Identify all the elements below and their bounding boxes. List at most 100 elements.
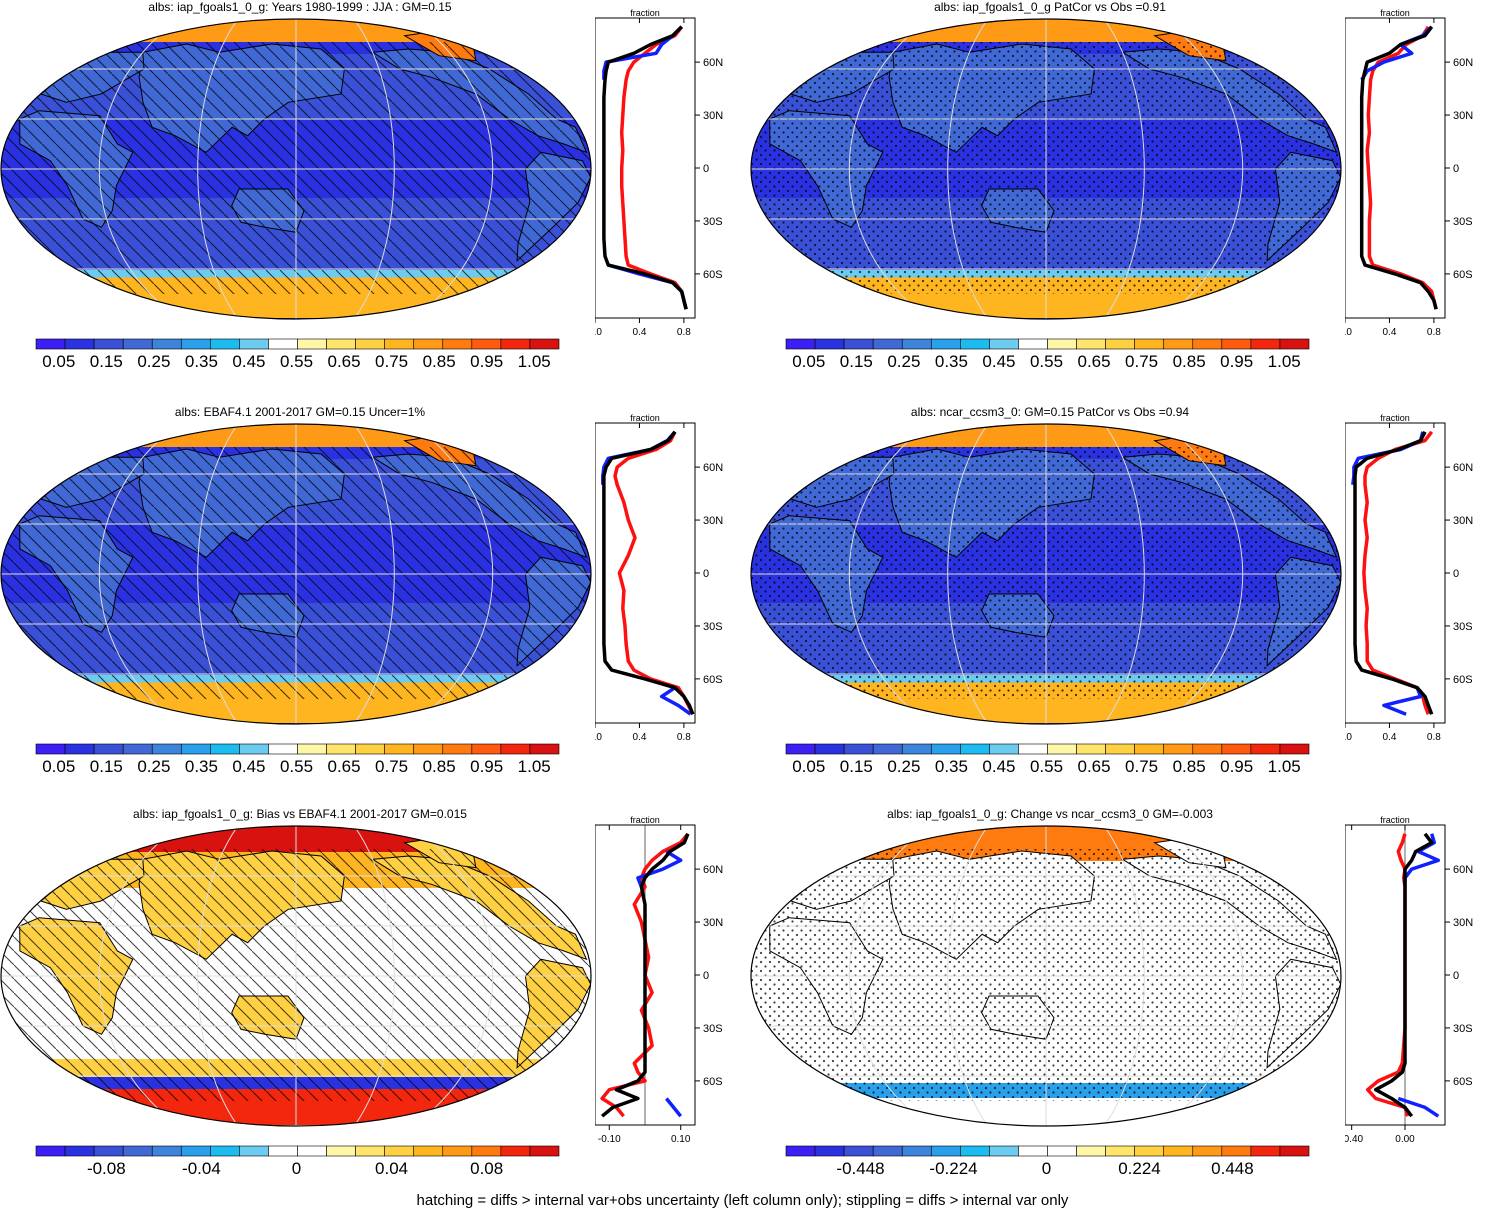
colorbar-swatch — [1105, 1145, 1135, 1157]
map-border — [0, 423, 592, 725]
map-border — [750, 423, 1342, 725]
colorbar-swatch — [93, 338, 124, 350]
graticule-lon — [98, 424, 180, 724]
colorbar-swatch — [471, 338, 502, 350]
colorbar-label: 0.95 — [1220, 757, 1254, 776]
colorbar-swatch — [326, 338, 356, 350]
graticule-lon — [353, 424, 395, 724]
colorbar-label: 0.15 — [89, 757, 123, 776]
colorbar-swatch — [64, 1145, 95, 1157]
map-border — [750, 18, 1342, 320]
colorbar-swatch — [122, 743, 153, 755]
colorbar-swatch — [529, 338, 560, 350]
profile-ytick-label: 30N — [703, 917, 723, 929]
colorbar-swatch — [151, 338, 182, 350]
graticule-lon — [1103, 826, 1145, 1126]
colorbar-swatch — [413, 338, 444, 350]
colorbar-swatch — [64, 743, 95, 755]
colorbar-swatch — [960, 1145, 990, 1157]
profile-ytick-label: 30N — [1453, 110, 1473, 122]
colorbar-label: 0.45 — [982, 352, 1016, 371]
colorbar-label: 0.85 — [422, 757, 456, 776]
profile-ytick-label: 60S — [1453, 674, 1473, 686]
colorbar-swatch — [413, 1145, 444, 1157]
colorbar-swatch — [180, 743, 211, 755]
colorbar-swatch — [151, 1145, 182, 1157]
profile-line-model — [1365, 25, 1438, 310]
colorbar-swatch — [471, 743, 502, 755]
colorbar-swatch — [843, 338, 874, 350]
colorbar-label: 0.25 — [137, 352, 171, 371]
colorbar — [35, 338, 560, 350]
colorbar-label: 0.05 — [42, 352, 76, 371]
colorbar-label: 0.85 — [1172, 352, 1206, 371]
colorbar-swatch — [297, 743, 327, 755]
colorbar-label: 1.05 — [517, 352, 551, 371]
colorbar-label: 0.55 — [279, 757, 314, 776]
profile-line-mean — [600, 833, 690, 1118]
colorbar-label: 0.45 — [232, 757, 266, 776]
colorbar-swatch — [989, 1145, 1019, 1157]
world-map — [0, 18, 592, 320]
colorbar-swatch — [814, 338, 845, 350]
colorbar-swatch — [384, 743, 415, 755]
colorbar-swatch — [930, 338, 961, 350]
colorbar-label: 0.05 — [792, 352, 826, 371]
profile-ytick-label: 30S — [1453, 621, 1473, 633]
profile-xtick-label: 0.4 — [632, 732, 646, 743]
colorbar-swatch — [1279, 743, 1310, 755]
profile-ytick-label: 60S — [703, 674, 723, 686]
colorbar-swatch — [529, 743, 560, 755]
graticule-lon — [848, 826, 930, 1126]
profile-line-model — [619, 25, 688, 310]
colorbar-swatch — [268, 338, 298, 350]
colorbar-swatch — [122, 338, 153, 350]
colorbar-swatch — [1221, 338, 1252, 350]
colorbar-label: 0.35 — [934, 757, 968, 776]
profile-line-mean — [602, 25, 688, 310]
colorbar-swatch — [355, 338, 385, 350]
profile-line-mean — [1373, 832, 1434, 1118]
profile-xlabel: fraction — [1380, 815, 1410, 825]
graticule-lon — [98, 826, 180, 1126]
colorbar-label: 0.85 — [1172, 757, 1206, 776]
world-map — [750, 825, 1342, 1127]
colorbar-swatch — [210, 338, 240, 350]
profile-xtick-label: 0.8 — [1427, 732, 1441, 743]
profile-line-mean — [1353, 431, 1434, 715]
profile-xtick-label: 0.8 — [1427, 327, 1441, 338]
colorbar-swatch — [843, 1145, 874, 1157]
profile-ytick-label: 60N — [1453, 864, 1473, 876]
colorbar-label: 0.95 — [470, 757, 504, 776]
colorbar-swatch — [1250, 743, 1281, 755]
world-map — [750, 18, 1342, 320]
colorbar-swatch — [122, 1145, 153, 1157]
colorbar — [785, 743, 1310, 755]
colorbar-label: -0.08 — [86, 1159, 126, 1178]
colorbar-swatch — [989, 338, 1019, 350]
colorbar-label: 1.05 — [517, 757, 551, 776]
colorbar-swatch — [872, 338, 903, 350]
profile-xtick-label: 0.0 — [595, 732, 602, 743]
colorbar-swatch — [960, 338, 990, 350]
profile-xlabel: fraction — [630, 815, 660, 825]
graticule-lon — [98, 19, 180, 319]
colorbar-swatch — [960, 743, 990, 755]
colorbar-swatch — [1047, 338, 1077, 350]
colorbar-swatch — [35, 743, 66, 755]
profile-xlabel: fraction — [630, 413, 660, 423]
profile-line-model — [1362, 430, 1434, 715]
profile-xlabel: fraction — [1380, 413, 1410, 423]
profile-ytick-label: 60S — [703, 269, 723, 281]
world-map — [0, 423, 592, 725]
world-map — [750, 423, 1342, 725]
colorbar-swatch — [1105, 743, 1135, 755]
colorbar-swatch — [151, 743, 182, 755]
colorbar-swatch — [901, 1145, 932, 1157]
profile-ytick-label: 30N — [1453, 515, 1473, 527]
profile-line-model — [613, 431, 695, 715]
colorbar-label: 0.75 — [375, 352, 409, 371]
profile-xtick-label: 0.8 — [677, 732, 691, 743]
colorbar-swatch — [785, 338, 816, 350]
colorbar-label: 0 — [291, 1159, 302, 1178]
